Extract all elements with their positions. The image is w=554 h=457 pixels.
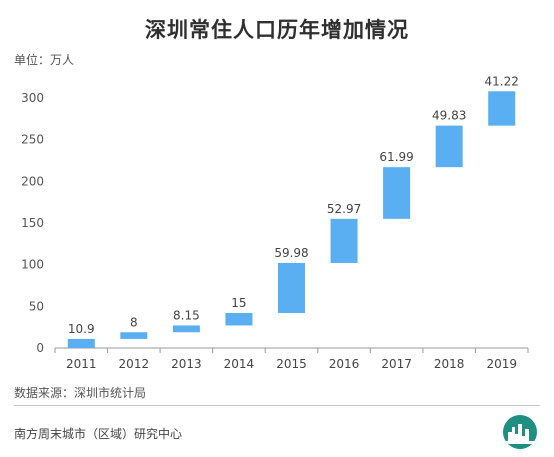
- x-tick-label-2019: 2019: [486, 357, 517, 371]
- bar-2012: [120, 332, 148, 339]
- x-tick-label-2011: 2011: [66, 357, 97, 371]
- data-label-2017: 61.99: [379, 150, 413, 164]
- data-label-2012: 8: [130, 315, 138, 329]
- x-tick-label-2012: 2012: [119, 357, 150, 371]
- y-tick-label: 150: [21, 216, 44, 230]
- divider: [14, 405, 540, 406]
- data-label-2016: 52.97: [327, 202, 361, 216]
- x-tick-label-2013: 2013: [171, 357, 202, 371]
- y-tick-label: 200: [21, 174, 44, 188]
- bar-2017: [383, 167, 411, 219]
- y-tick-label: 100: [21, 258, 44, 272]
- y-tick-label: 0: [36, 341, 44, 355]
- bar-2014: [225, 312, 253, 326]
- source-text: 数据来源：深圳市统计局: [14, 386, 147, 400]
- data-label-2014: 15: [231, 296, 246, 310]
- chart-title: 深圳常住人口历年增加情况: [145, 18, 409, 42]
- x-tick-label-2017: 2017: [381, 357, 412, 371]
- y-tick-label: 300: [21, 91, 44, 105]
- y-tick-label: 250: [21, 133, 44, 147]
- x-tick-label-2016: 2016: [329, 357, 360, 371]
- logo-icon: [503, 415, 537, 449]
- data-label-2019: 41.22: [485, 74, 519, 88]
- bar-2019: [488, 91, 516, 126]
- data-label-2018: 49.83: [432, 109, 466, 123]
- bar-2013: [172, 325, 200, 333]
- x-tick-label-2015: 2015: [276, 357, 307, 371]
- y-tick-label: 50: [29, 299, 44, 313]
- bar-2011: [67, 338, 95, 348]
- chart-svg: 0 50 100 150 200 250 300 10.9 2011 8 2012 8.15 2013 1…: [21, 74, 529, 371]
- bar-2015: [278, 262, 305, 313]
- data-label-2015: 59.98: [274, 246, 308, 260]
- x-tick-label-2014: 2014: [224, 357, 255, 371]
- footer-text: 南方周末城市（区域）研究中心: [14, 427, 183, 441]
- data-label-2011: 10.9: [68, 322, 95, 336]
- data-label-2013: 8.15: [173, 308, 200, 322]
- bar-2018: [435, 125, 463, 168]
- x-tick-label-2018: 2018: [434, 357, 465, 371]
- bar-2016: [330, 218, 358, 263]
- unit-label: 单位：万人: [14, 53, 75, 67]
